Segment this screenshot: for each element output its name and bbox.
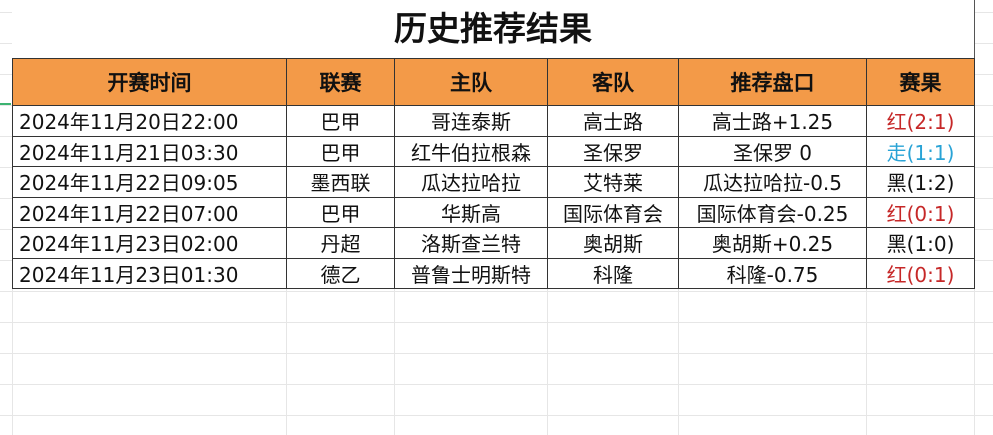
- cell-home[interactable]: 洛斯查兰特: [394, 227, 548, 259]
- cell-border: [974, 0, 975, 58]
- cell-pick[interactable]: 圣保罗 0: [678, 135, 867, 167]
- cell-league[interactable]: 巴甲: [286, 196, 395, 228]
- cell-away[interactable]: 奥胡斯: [547, 227, 679, 259]
- column-header-home[interactable]: 主队: [394, 58, 548, 106]
- table-row: 2024年11月22日07:00 巴甲 华斯高 国际体育会 国际体育会-0.25 红(0:…: [12, 196, 975, 228]
- cell-result[interactable]: 红(0:1): [866, 196, 975, 228]
- cell-pick[interactable]: 国际体育会-0.25: [678, 196, 867, 228]
- cell-home[interactable]: 红牛伯拉根森: [394, 135, 548, 167]
- cell-result[interactable]: 红(2:1): [866, 105, 975, 137]
- cell-result[interactable]: 黑(1:0): [866, 227, 975, 259]
- cell-pick[interactable]: 科隆-0.75: [678, 257, 867, 289]
- cell-away[interactable]: 科隆: [547, 257, 679, 289]
- header-row: 开赛时间 联赛 主队 客队 推荐盘口 赛果: [12, 58, 975, 106]
- cell-pick[interactable]: 瓜达拉哈拉-0.5: [678, 166, 867, 198]
- cell-league[interactable]: 巴甲: [286, 105, 395, 137]
- cell-time[interactable]: 2024年11月21日03:30: [12, 135, 287, 167]
- cell-pick[interactable]: 奥胡斯+0.25: [678, 227, 867, 259]
- cell-home[interactable]: 瓜达拉哈拉: [394, 166, 548, 198]
- cell-league[interactable]: 墨西联: [286, 166, 395, 198]
- cell-away[interactable]: 高士路: [547, 105, 679, 137]
- table-row: 2024年11月20日22:00 巴甲 哥连泰斯 高士路 高士路+1.25 红(2:1): [12, 105, 975, 137]
- cell-away[interactable]: 国际体育会: [547, 196, 679, 228]
- cell-league[interactable]: 丹超: [286, 227, 395, 259]
- cell-result[interactable]: 走(1:1): [866, 135, 975, 167]
- cell-home[interactable]: 华斯高: [394, 196, 548, 228]
- cell-away[interactable]: 圣保罗: [547, 135, 679, 167]
- selection-marker: [0, 103, 11, 105]
- table-row: 2024年11月23日01:30 德乙 普鲁士明斯特 科隆 科隆-0.75 红(0:1): [12, 257, 975, 289]
- cell-time[interactable]: 2024年11月23日01:30: [12, 257, 287, 289]
- cell-home[interactable]: 哥连泰斯: [394, 105, 548, 137]
- cell-league[interactable]: 巴甲: [286, 135, 395, 167]
- cell-pick[interactable]: 高士路+1.25: [678, 105, 867, 137]
- cell-result[interactable]: 红(0:1): [866, 257, 975, 289]
- column-header-result[interactable]: 赛果: [866, 58, 975, 106]
- cell-league[interactable]: 德乙: [286, 257, 395, 289]
- cell-result[interactable]: 黑(1:2): [866, 166, 975, 198]
- cell-time[interactable]: 2024年11月23日02:00: [12, 227, 287, 259]
- table-row: 2024年11月21日03:30 巴甲 红牛伯拉根森 圣保罗 圣保罗 0 走(1:1): [12, 135, 975, 167]
- cell-time[interactable]: 2024年11月22日07:00: [12, 196, 287, 228]
- cell-away[interactable]: 艾特莱: [547, 166, 679, 198]
- table-row: 2024年11月23日02:00 丹超 洛斯查兰特 奥胡斯 奥胡斯+0.25 黑(1:0): [12, 227, 975, 259]
- column-header-league[interactable]: 联赛: [286, 58, 395, 106]
- cell-time[interactable]: 2024年11月22日09:05: [12, 166, 287, 198]
- sheet-title[interactable]: 历史推荐结果: [12, 0, 974, 58]
- results-table: 开赛时间 联赛 主队 客队 推荐盘口 赛果 2024年11月20日22:00 巴甲 哥连泰斯高…: [12, 58, 975, 289]
- column-header-pick[interactable]: 推荐盘口: [678, 58, 867, 106]
- cell-home[interactable]: 普鲁士明斯特: [394, 257, 548, 289]
- column-header-time[interactable]: 开赛时间: [12, 58, 287, 106]
- cell-time[interactable]: 2024年11月20日22:00: [12, 105, 287, 137]
- table-row: 2024年11月22日09:05 墨西联 瓜达拉哈拉 艾特莱 瓜达拉哈拉-0.5 黑(1:…: [12, 166, 975, 198]
- column-header-away[interactable]: 客队: [547, 58, 679, 106]
